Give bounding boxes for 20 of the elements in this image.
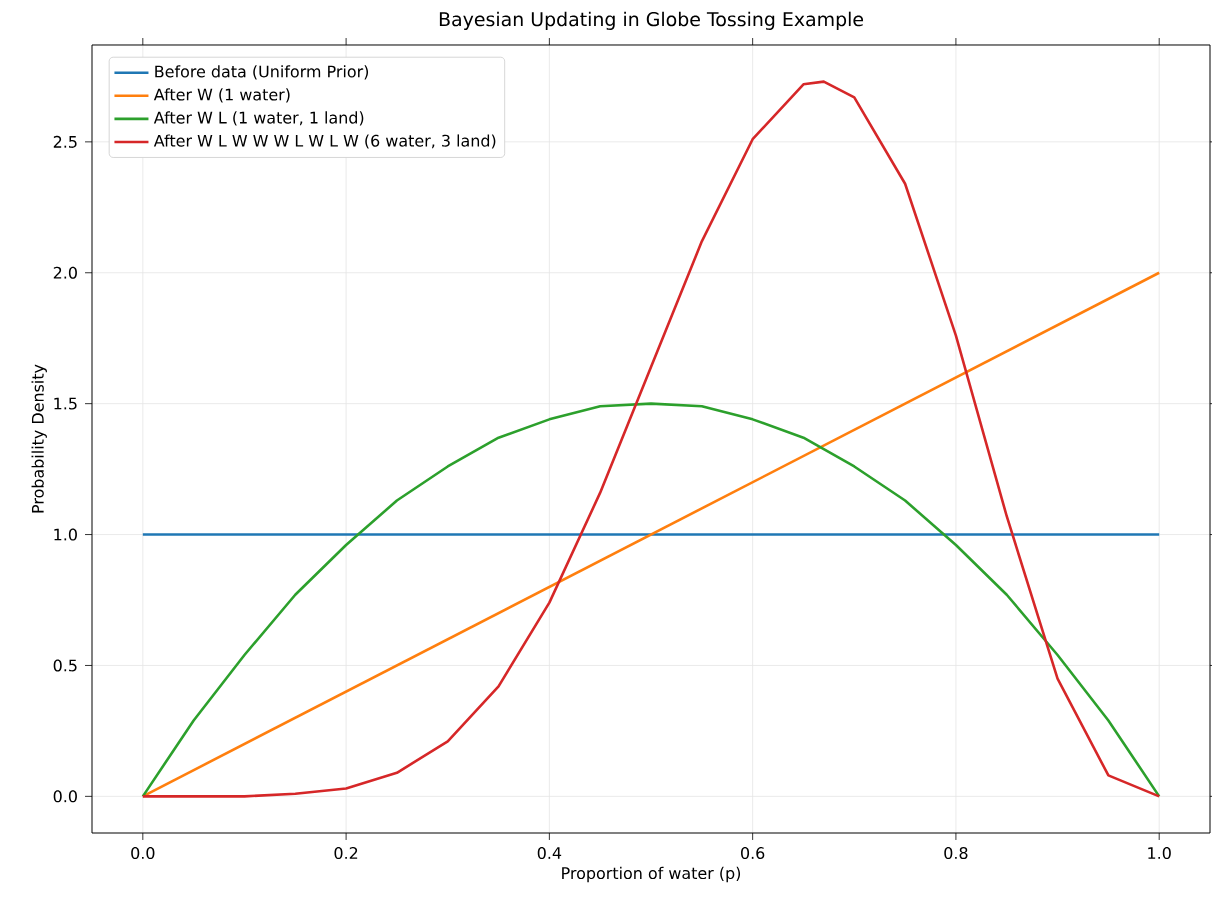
x-tick-label: 0.4 (537, 847, 562, 860)
chart-title: Bayesian Updating in Globe Tossing Example (439, 11, 864, 30)
legend-label: Before data (Uniform Prior) (155, 65, 369, 80)
y-tick-label: 0.0 (53, 790, 77, 803)
y-tick-label: 2.5 (53, 135, 77, 148)
legend-label: After W L W W W L W L W (6 water, 3 land) (153, 134, 496, 149)
y-axis-title: Probability Density (31, 364, 47, 513)
x-tick-label: 0.2 (334, 847, 358, 860)
legend-label: After W L (1 water, 1 land) (153, 111, 364, 126)
x-tick-label: 0.8 (944, 847, 968, 860)
x-tick-label: 0.0 (131, 847, 155, 860)
y-tick-label: 0.5 (53, 659, 77, 672)
x-tick-label: 0.6 (741, 847, 765, 860)
x-axis-title: Proportion of water (p) (562, 866, 741, 883)
y-tick-label: 1.0 (54, 528, 77, 541)
y-tick-label: 1.5 (54, 397, 77, 410)
legend-label: After W (1 water) (153, 88, 290, 103)
y-tick-label: 2.0 (53, 266, 77, 279)
line-series (141, 402, 1161, 798)
x-tick-label: 1.0 (1148, 847, 1171, 860)
